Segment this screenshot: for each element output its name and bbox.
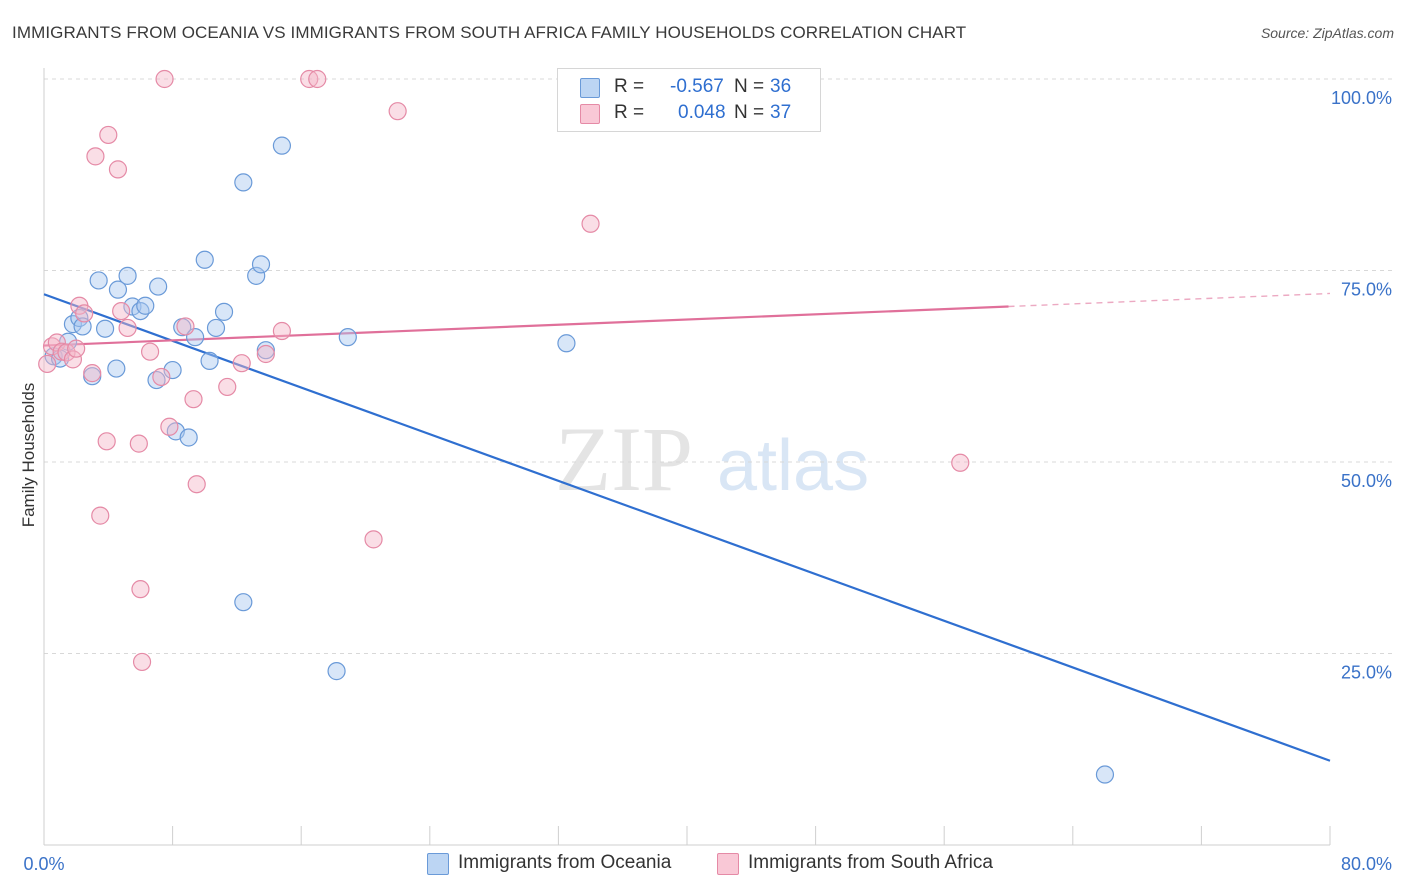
series-label-south-africa: Immigrants from South Africa — [748, 852, 993, 873]
point-oceania — [272, 136, 292, 155]
point-south-africa — [951, 453, 970, 472]
point-oceania — [327, 662, 346, 681]
data-points — [38, 69, 1115, 784]
y-tick-label: 50.0% — [1341, 471, 1392, 491]
point-south-africa — [83, 364, 102, 383]
point-south-africa — [256, 344, 275, 364]
legend-swatch-south-africa — [580, 104, 600, 124]
point-south-africa — [388, 102, 407, 121]
point-south-africa — [140, 342, 160, 361]
point-south-africa — [75, 304, 94, 323]
point-south-africa — [129, 434, 148, 453]
point-oceania — [251, 255, 271, 274]
point-south-africa — [47, 333, 66, 352]
point-south-africa — [184, 390, 203, 409]
series-swatch-oceania — [427, 853, 449, 875]
chart-title: IMMIGRANTS FROM OCEANIA VS IMMIGRANTS FR… — [12, 23, 967, 42]
point-oceania — [108, 280, 128, 299]
point-south-africa — [38, 354, 57, 374]
point-south-africa — [112, 301, 131, 321]
point-south-africa — [155, 69, 174, 89]
point-oceania — [136, 296, 155, 315]
legend-south-africa-r-value: 0.048 — [678, 102, 726, 123]
point-oceania — [200, 351, 219, 370]
point-south-africa — [67, 339, 86, 358]
legend-south-africa-n-value: 37 — [770, 102, 792, 123]
trend-lines — [43, 292, 1331, 762]
legend-r-label: R = — [614, 76, 645, 97]
point-south-africa — [108, 160, 128, 179]
point-oceania — [338, 328, 357, 347]
watermark-atlas: atlas — [717, 426, 869, 506]
tick-labels: 25.0% 50.0% 75.0% 100.0% 0.0% 80.0% — [23, 88, 1392, 874]
legend-oceania-r-value: -0.567 — [670, 76, 724, 97]
legend-n-label: N = — [734, 76, 765, 97]
point-oceania — [557, 334, 576, 353]
axes — [43, 68, 1331, 846]
point-oceania — [89, 271, 108, 290]
point-south-africa — [176, 317, 195, 336]
y-tick-label: 25.0% — [1341, 663, 1392, 683]
point-oceania — [73, 317, 92, 336]
watermark-zip: ZIP — [555, 408, 693, 510]
point-south-africa — [272, 321, 292, 341]
point-south-africa — [132, 652, 152, 672]
point-oceania — [147, 370, 166, 390]
trend-line-solid — [43, 293, 1331, 762]
point-oceania — [214, 302, 234, 321]
point-oceania — [195, 250, 214, 269]
series-swatch-south-africa — [717, 853, 739, 875]
x-tick-label-right: 80.0% — [1341, 854, 1392, 874]
point-oceania — [206, 318, 226, 338]
point-oceania — [107, 359, 126, 378]
point-south-africa — [218, 377, 237, 397]
point-oceania — [95, 319, 115, 338]
point-south-africa — [118, 318, 137, 338]
correlation-legend: R = -0.567 N = 36 R = 0.048 N = 37 — [557, 68, 821, 132]
point-south-africa — [308, 69, 327, 89]
point-south-africa — [152, 367, 171, 387]
point-south-africa — [232, 354, 251, 373]
y-tick-label: 75.0% — [1341, 280, 1392, 300]
point-south-africa — [63, 350, 83, 369]
watermark: ZIP atlas — [555, 408, 869, 510]
legend-n-label: N = — [734, 102, 765, 123]
point-oceania — [149, 277, 168, 296]
series-label-oceania: Immigrants from Oceania — [458, 852, 672, 873]
point-south-africa — [86, 147, 105, 166]
point-oceania — [247, 266, 266, 285]
trend-line-solid — [43, 305, 1009, 347]
trend-line-dashed — [1008, 292, 1331, 308]
point-oceania — [118, 266, 137, 285]
point-oceania — [163, 360, 182, 380]
point-south-africa — [581, 214, 600, 233]
chart-source: Source: ZipAtlas.com — [1260, 25, 1394, 41]
point-south-africa — [57, 343, 76, 362]
y-axis-label: Family Households — [19, 383, 38, 528]
point-oceania — [179, 428, 198, 447]
point-oceania — [234, 593, 253, 612]
point-south-africa — [91, 506, 110, 525]
legend-swatch-oceania — [580, 78, 600, 98]
point-south-africa — [131, 580, 150, 599]
point-oceania — [256, 341, 275, 360]
point-south-africa — [99, 125, 118, 145]
point-oceania — [131, 301, 150, 321]
y-tick-label: 100.0% — [1331, 88, 1392, 108]
point-south-africa — [187, 475, 206, 494]
x-tick-label-left: 0.0% — [23, 854, 64, 874]
point-south-africa — [160, 417, 179, 436]
point-south-africa — [97, 432, 116, 451]
legend-r-label: R = — [614, 102, 645, 123]
point-oceania — [1095, 765, 1115, 784]
legend-oceania-n-value: 36 — [770, 76, 792, 97]
point-oceania — [234, 173, 253, 192]
point-south-africa — [364, 530, 383, 549]
